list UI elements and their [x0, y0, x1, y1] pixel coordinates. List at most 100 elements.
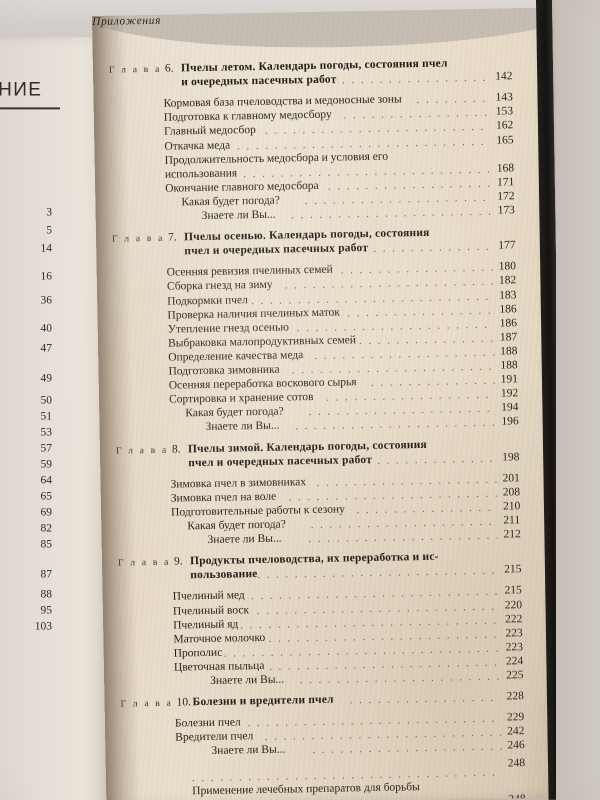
left-page-number: 59	[40, 458, 53, 471]
dot-leader: .....................................	[236, 135, 491, 151]
toc-entry: Какая будет погода?	[187, 518, 286, 533]
toc-page-number: 220	[504, 598, 523, 612]
dot-leader: ...............................	[288, 794, 503, 800]
toc-page-number: 186	[499, 316, 518, 330]
toc-entry: Продолжительность медосбора и условия ег…	[164, 150, 389, 167]
toc-page-number: 177	[498, 239, 516, 252]
dot-leader: .............................	[291, 360, 495, 376]
toc-entry: Сортировка и хранение сотов	[168, 391, 314, 406]
chapter-number: 9.	[173, 555, 183, 568]
left-page-number: 87	[40, 568, 53, 581]
toc-page-number: 188	[500, 345, 518, 358]
chapter-word-label: Г л а в а	[120, 698, 174, 710]
toc-page-number: 171	[497, 176, 515, 189]
toc-page-number: 223	[505, 626, 523, 640]
chapter-number: 10.	[176, 696, 192, 709]
toc-entry: Главный медосбор	[164, 124, 256, 139]
chapter-number: 7.	[167, 231, 177, 244]
toc-entry: Знаете ли Вы...	[201, 208, 276, 223]
left-page-number: 69	[40, 506, 53, 519]
dot-leader: ..........................	[314, 346, 495, 361]
toc-page-number: 187	[499, 331, 518, 344]
left-page-number: 50	[40, 394, 53, 407]
toc-page-number: 215	[504, 563, 522, 576]
dot-leader: ..............................	[288, 487, 497, 503]
toc-page-number: 242	[507, 725, 525, 738]
toc-page-number: 223	[505, 641, 523, 654]
toc-page-number: 165	[496, 133, 514, 147]
dot-leader: ...........................	[308, 402, 496, 418]
left-page-number: 64	[40, 474, 53, 487]
toc-entry: Пчелиный мед	[172, 589, 245, 604]
toc-page-number: 224	[505, 655, 524, 668]
toc-page-number: 192	[500, 387, 519, 400]
left-page-number: 31	[0, 761, 42, 773]
toc-page-number: 222	[505, 612, 523, 626]
toc-entry: Знаете ли Вы...	[205, 420, 280, 434]
dot-leader: ...................................	[251, 290, 494, 306]
left-page-number: 53	[40, 426, 53, 439]
chapter-word-label: Г л а в а	[115, 445, 169, 457]
toc-entry: Осенняя переработка воскового сырья	[168, 376, 357, 392]
toc-page-number: 228	[506, 690, 524, 703]
left-page-number: 82	[40, 522, 53, 535]
dot-leader: .............................	[294, 417, 496, 432]
left-page-number: 103	[34, 620, 52, 633]
toc-entry: использования	[164, 167, 238, 181]
dot-leader: ...................	[367, 452, 497, 466]
toc-page-number: 182	[498, 274, 517, 287]
dot-leader: ...................	[363, 240, 493, 255]
toc-page-number: 180	[498, 260, 517, 273]
toc-page-number: 143	[495, 91, 513, 104]
dot-leader: .................................	[269, 656, 500, 672]
dot-leader: .....................	[356, 501, 498, 516]
chapter-title-line: Пчелы летом. Календарь погоды, состояния…	[180, 57, 448, 75]
chapter-title-line: Пчелы зимой. Календарь погоды, состояния	[187, 438, 428, 455]
dot-leader: ......................	[340, 261, 493, 276]
left-page-number: 48	[0, 777, 42, 789]
toc-page-number: 201	[502, 471, 520, 485]
dot-leader: .......................	[332, 71, 490, 86]
toc-entry: Подготовка к главному медосбору	[163, 108, 332, 124]
dot-leader: ..................................	[264, 726, 502, 743]
chapter-title-line: и очередных пасечных работ	[181, 73, 337, 89]
right-page: Г л а в а 6. Пчелы летом. Календарь погоды…	[92, 7, 557, 800]
dot-leader: .............................	[291, 205, 492, 221]
toc-page-number: 215	[504, 584, 522, 597]
left-page-number: 24	[0, 745, 42, 757]
chapter-word-label: Г л а в а	[117, 557, 171, 569]
left-page-number: 14	[40, 242, 53, 255]
toc-entry: Знаете ли Вы...	[207, 532, 282, 547]
toc-page-number: 212	[503, 528, 521, 541]
chapter-number: 6.	[164, 62, 174, 75]
toc-page-number: 229	[506, 711, 525, 724]
left-page-number: 57	[40, 442, 53, 455]
toc-page-number: 173	[497, 204, 515, 217]
dot-leader: ...........................	[304, 191, 492, 207]
toc-page-number: 172	[497, 190, 515, 203]
heading-rule	[0, 107, 60, 110]
toc-entry: Подготовительные работы к сезону	[171, 503, 346, 519]
dot-leader: ....................................	[243, 163, 491, 179]
left-page-number: 15	[0, 697, 42, 709]
toc-page-number: 198	[502, 450, 520, 464]
left-page-number: 49	[40, 372, 53, 385]
left-page-number: 3	[46, 206, 52, 219]
toc-page-number: 153	[495, 105, 514, 118]
toc-entry: Прополис	[173, 646, 223, 660]
toc-entry: Подкормки пчел	[167, 293, 248, 308]
background-right	[556, 0, 600, 800]
left-page-number: 5	[46, 224, 52, 237]
toc-page-number: 162	[495, 119, 514, 133]
toc-entry: Знаете ли Вы...	[210, 673, 285, 687]
toc-entry: Маточное молочко	[173, 631, 266, 646]
chapter-title-line: пчел и очередных пасечных работ	[184, 242, 369, 258]
dot-leader: .........................	[326, 388, 496, 403]
contents-heading-fragment: ЕНИЕ	[0, 79, 43, 101]
toc-entry: Кормовая база пчеловодства и медоносные …	[163, 93, 402, 110]
dot-leader: .....................................	[247, 712, 502, 729]
toc-entry: Проверка наличия пчелиных маток	[167, 306, 341, 322]
dot-leader: ...................................	[257, 564, 499, 581]
toc-page-number: 210	[502, 500, 521, 513]
toc-page-number: 194	[501, 401, 519, 414]
